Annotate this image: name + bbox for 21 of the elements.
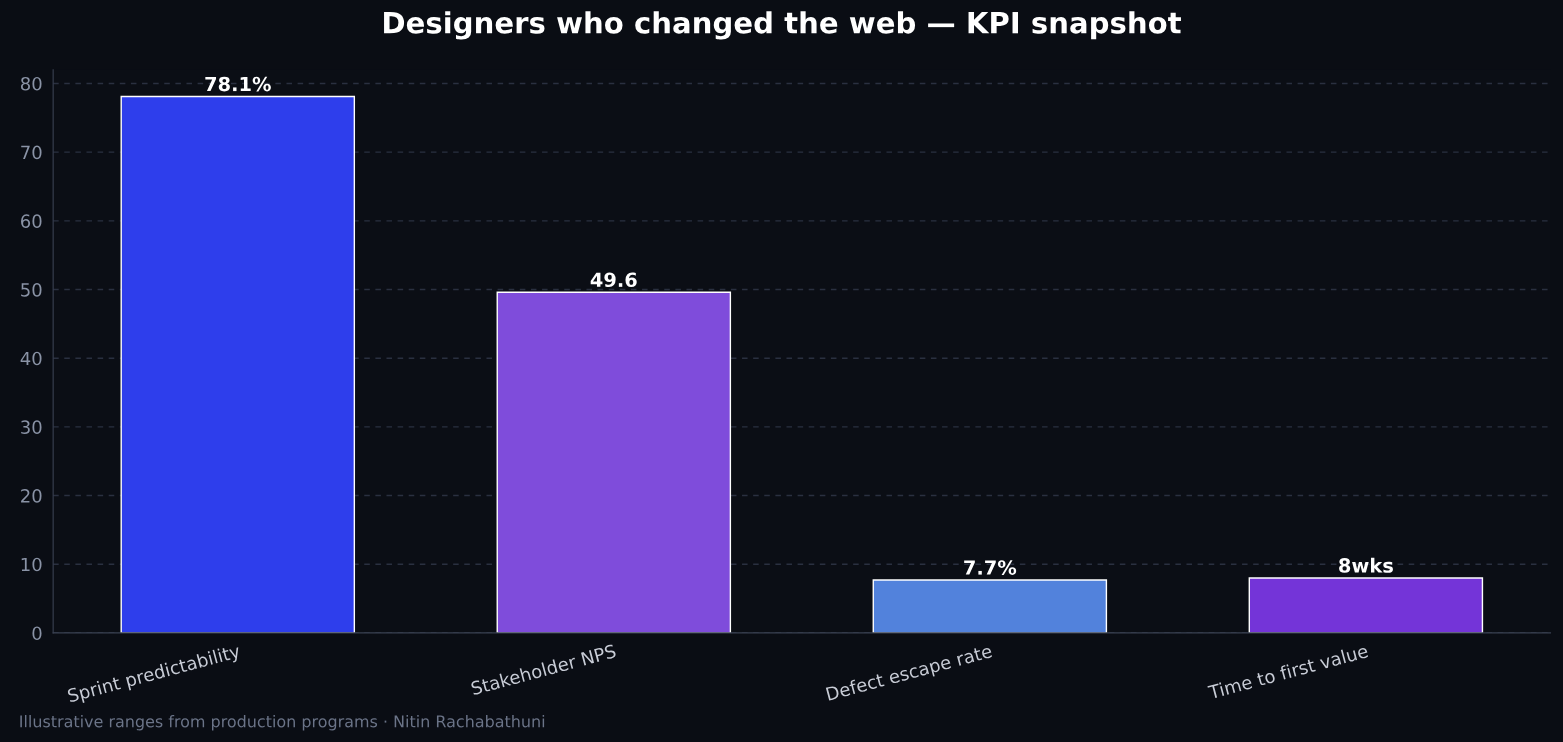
x-tick-label: Defect escape rate (825, 643, 994, 705)
y-tick-label: 30 (21, 420, 42, 434)
y-tick-label: 70 (21, 145, 42, 160)
data-label: 49.6 (590, 272, 637, 288)
x-tick-label: Time to first value (1207, 643, 1369, 700)
bar (1248, 577, 1484, 633)
bar (872, 579, 1108, 633)
y-tick-label: 80 (20, 76, 42, 91)
data-label: 8wks (1339, 557, 1393, 573)
data-label: 78.1% (205, 76, 271, 92)
text: Illustrative ranges from production programs · Nitin Rachabathuni (20, 715, 545, 731)
bar (496, 291, 732, 633)
y-tick-label: 0 (32, 626, 42, 641)
y-tick-label: 40 (20, 351, 42, 366)
chart-title: Designers who changed the web — KPI snapshot (384, 11, 1181, 40)
bar (120, 95, 356, 633)
y-tick-label: 50 (21, 282, 42, 297)
y-tick-label: 60 (21, 214, 42, 228)
data-label: 7.7% (964, 560, 1017, 575)
y-tick-label: 20 (21, 489, 42, 503)
y-tick-label: 10 (21, 557, 42, 572)
